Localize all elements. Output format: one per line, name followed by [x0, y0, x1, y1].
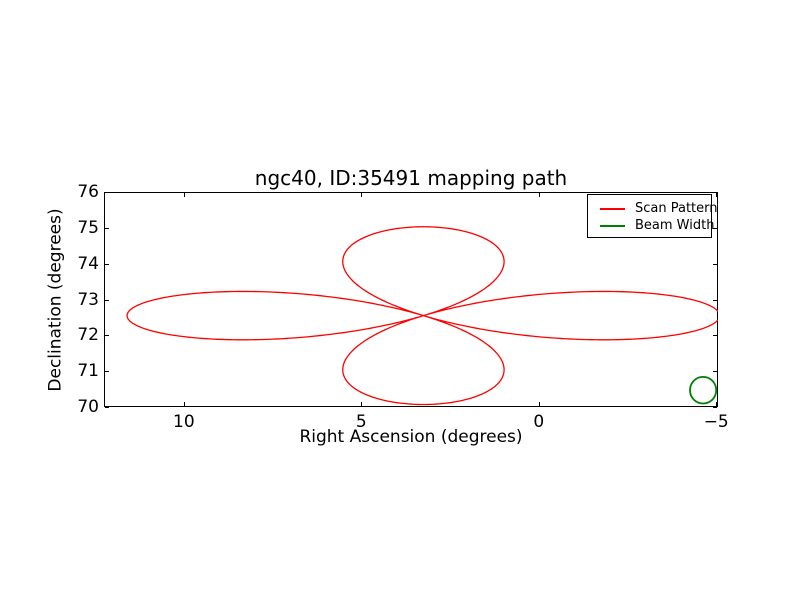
legend-entry-beam-width: Beam Width [600, 217, 715, 234]
y-tick-label: 74 [77, 253, 99, 274]
y-tick-label: 70 [77, 397, 99, 417]
legend: Scan Pattern Beam Width [587, 194, 718, 238]
y-tick-label: 73 [77, 289, 99, 310]
x-tick-label: 0 [533, 412, 545, 432]
x-tick-label: −5 [703, 412, 729, 432]
y-tick-label: 72 [77, 325, 99, 346]
axes-box [104, 192, 718, 407]
y-tick-label: 75 [77, 217, 99, 238]
beam-width-circle [689, 376, 718, 405]
scan-pattern-curve [126, 226, 718, 406]
x-tick-label: 10 [173, 412, 195, 432]
legend-label-scan-pattern: Scan Pattern [635, 200, 718, 216]
chart-title: ngc40, ID:35491 mapping path [254, 166, 568, 190]
beam-width-line-sample [600, 224, 625, 227]
legend-entry-scan-pattern: Scan Pattern [600, 200, 718, 217]
x-axis-label: Right Ascension (degrees) [299, 427, 523, 447]
scan-pattern-line-sample [600, 207, 625, 210]
y-tick-label: 76 [77, 182, 99, 202]
y-tick-label: 71 [77, 361, 99, 382]
x-tick-label: 5 [355, 412, 367, 432]
legend-label-beam-width: Beam Width [635, 217, 715, 233]
